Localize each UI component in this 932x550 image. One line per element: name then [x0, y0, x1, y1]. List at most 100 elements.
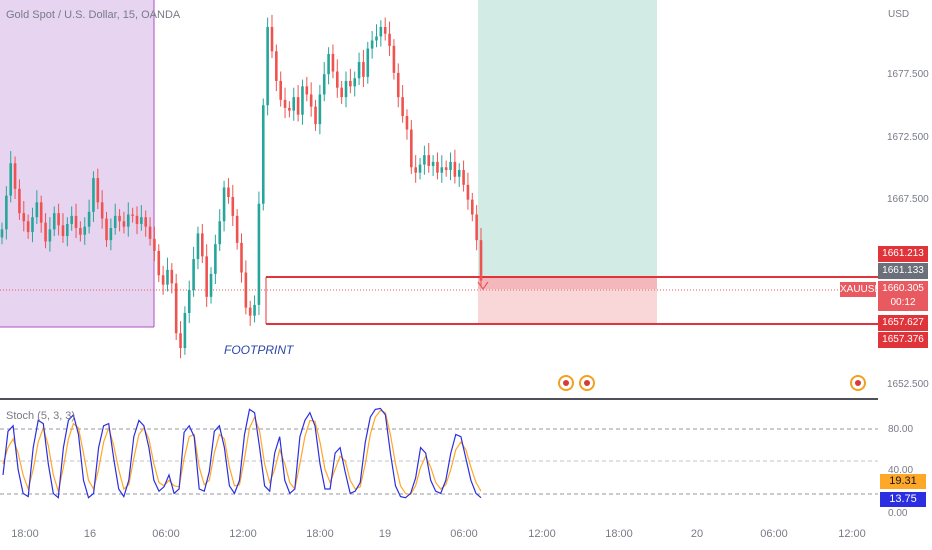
candle-body [379, 26, 383, 37]
candle-body [192, 259, 195, 291]
candle-body [401, 97, 404, 117]
candle-body [388, 33, 391, 46]
candle-body [475, 214, 478, 241]
candle-body [235, 215, 239, 243]
time-tick: 18:00 [306, 528, 334, 540]
time-tick: 06:00 [760, 528, 788, 540]
candle-body [205, 256, 208, 297]
candle-body [261, 105, 265, 204]
candle-body [349, 80, 352, 87]
candle-body [174, 283, 178, 334]
candle-body [209, 273, 213, 297]
candle-body [22, 213, 26, 222]
time-tick: 20 [690, 528, 704, 540]
time-tick: 12:00 [229, 528, 257, 540]
candle-body [423, 155, 426, 165]
candle-body [153, 238, 156, 251]
take-profit-zone [478, 0, 657, 277]
footprint-annotation[interactable]: FOOTPRINT [224, 343, 294, 357]
stoch-d-line [2, 409, 482, 496]
candle-body [9, 163, 13, 196]
candle-body [266, 26, 269, 106]
candle-body [13, 163, 17, 189]
candle-body [479, 240, 483, 281]
candle-body [275, 51, 278, 81]
time-tick: 12:00 [838, 528, 866, 540]
candle-body [126, 214, 130, 227]
candle-body [440, 167, 444, 173]
price-arrow-icon [477, 281, 489, 291]
purple-session-zone [0, 0, 154, 327]
candle-body [470, 199, 474, 215]
candle-body [244, 272, 248, 308]
candle-body [135, 215, 139, 224]
candle-body [327, 53, 330, 75]
candle-body [109, 228, 113, 241]
candle-body [66, 223, 69, 237]
candle-body [340, 87, 343, 98]
candle-body [83, 226, 87, 235]
candle-body [344, 80, 348, 98]
candle-body [383, 26, 387, 34]
candle-body [218, 221, 222, 245]
candle-body [322, 74, 326, 95]
candle-body [353, 78, 357, 87]
candle-body [222, 187, 226, 222]
candle-body [87, 211, 91, 227]
current-price-tag: 1660.305 00:12 [878, 281, 928, 311]
symbol-tag: XAUUSD [840, 282, 882, 297]
candle-body [357, 62, 361, 79]
time-tick: 18:00 [605, 528, 633, 540]
candle-body [466, 184, 470, 200]
candle-body [362, 62, 365, 77]
candle-body [309, 94, 313, 107]
stoch-band [0, 429, 878, 494]
candle-body [52, 213, 56, 230]
stoch-tick: 0.00 [888, 508, 908, 519]
stoch-title[interactable]: Stoch (5, 3, 3) [6, 410, 76, 422]
candle-body [279, 80, 282, 100]
symbol-title[interactable]: Gold Spot / U.S. Dollar, 15, OANDA [6, 9, 181, 21]
stop-upper-tag: 1657.627 [878, 315, 928, 331]
candle-body [296, 97, 300, 115]
candle-body [375, 36, 378, 41]
candlestick-series [0, 14, 483, 359]
candle-body [418, 164, 422, 173]
candle-body [405, 116, 409, 130]
candle-body [44, 222, 47, 242]
candle-body [462, 169, 465, 185]
candle-body [70, 215, 73, 224]
candle-body [187, 290, 191, 314]
stop-zone-light [478, 277, 657, 289]
candle-body [161, 275, 165, 285]
current-price-value: 1660.305 [882, 283, 924, 294]
candle-body [248, 307, 252, 316]
candle-body [231, 196, 235, 216]
economic-event-flag-icon[interactable] [579, 375, 595, 391]
candle-body [392, 45, 396, 73]
candle-body [39, 202, 43, 223]
candle-body [144, 217, 147, 227]
candle-body [196, 233, 200, 260]
candle-body [170, 269, 174, 284]
candle-body [31, 217, 34, 233]
candle-body [35, 202, 39, 218]
candle-body [201, 233, 204, 257]
candle-body [253, 304, 256, 316]
candle-body [96, 178, 100, 203]
economic-event-flag-icon[interactable] [850, 375, 866, 391]
time-tick: 19 [378, 528, 392, 540]
candle-body [179, 333, 182, 349]
candle-body [314, 106, 317, 125]
time-tick: 18:00 [11, 528, 39, 540]
candle-body [270, 26, 274, 52]
candle-body [292, 97, 296, 111]
candle-body [283, 99, 287, 108]
economic-event-flag-icon[interactable] [558, 375, 574, 391]
price-tick: 1672.500 [887, 132, 929, 143]
candle-body [449, 161, 452, 170]
candle-body [366, 48, 370, 77]
upper-target-tag: 1661.213 [878, 246, 928, 262]
